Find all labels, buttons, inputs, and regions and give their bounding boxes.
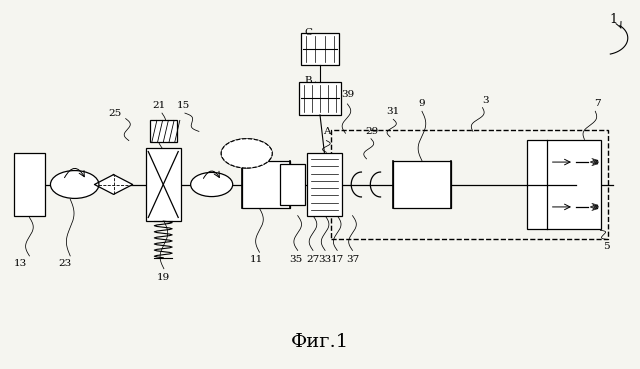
Bar — [394, 161, 451, 208]
Bar — [14, 154, 45, 215]
Bar — [307, 154, 342, 215]
Text: 9: 9 — [419, 99, 425, 108]
Bar — [280, 164, 305, 205]
Text: B: B — [304, 76, 312, 85]
Text: 35: 35 — [289, 255, 303, 264]
Bar — [300, 82, 340, 115]
Text: 27: 27 — [307, 255, 319, 264]
Bar — [331, 130, 609, 239]
Text: 23: 23 — [58, 259, 72, 268]
Polygon shape — [95, 175, 132, 194]
Text: 29: 29 — [365, 127, 379, 136]
Text: 19: 19 — [157, 273, 170, 282]
Circle shape — [191, 172, 233, 197]
Text: 25: 25 — [108, 108, 122, 118]
Bar — [150, 120, 177, 142]
Bar — [527, 139, 601, 230]
Bar — [301, 34, 339, 65]
Text: 33: 33 — [319, 255, 332, 264]
Text: 21: 21 — [152, 101, 165, 110]
Bar — [242, 161, 290, 208]
Text: 39: 39 — [340, 90, 354, 99]
Circle shape — [221, 139, 272, 168]
Text: 15: 15 — [177, 101, 189, 110]
Circle shape — [51, 170, 99, 199]
Text: A: A — [323, 127, 330, 136]
Text: C: C — [304, 28, 312, 37]
Text: 5: 5 — [604, 242, 610, 251]
Text: 1: 1 — [609, 13, 617, 26]
Text: 13: 13 — [14, 259, 27, 268]
Text: 7: 7 — [594, 99, 600, 108]
Text: 31: 31 — [387, 107, 400, 116]
Text: Фиг.1: Фиг.1 — [291, 333, 349, 351]
Text: 11: 11 — [250, 255, 263, 264]
Text: 3: 3 — [483, 96, 489, 105]
Circle shape — [221, 139, 272, 168]
Text: 37: 37 — [346, 255, 359, 264]
Bar — [146, 148, 180, 221]
Text: 17: 17 — [331, 255, 344, 264]
